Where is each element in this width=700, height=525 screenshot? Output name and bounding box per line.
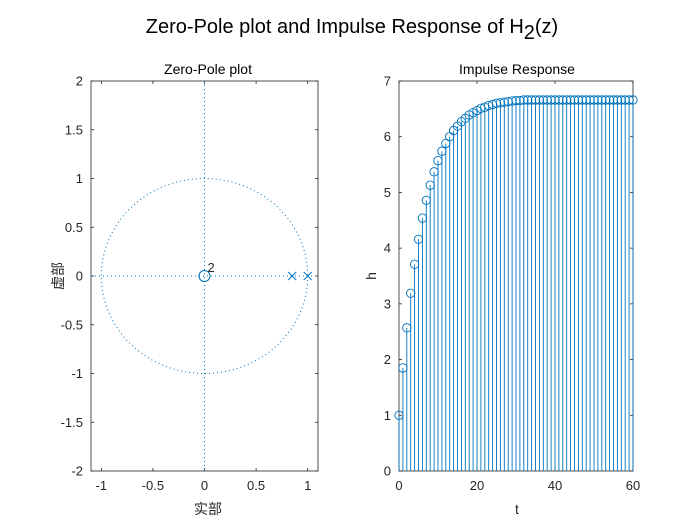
x-tick-label: -1 <box>96 478 108 493</box>
impulse-response-ylabel: h <box>363 272 379 280</box>
y-tick-label: -1.5 <box>61 415 83 430</box>
y-tick-label: -1 <box>71 366 83 381</box>
y-tick-label: 1 <box>76 171 83 186</box>
zero-multiplicity-label: 2 <box>208 260 215 275</box>
figure-title-subscript: 2 <box>524 22 535 44</box>
y-tick-label: 1 <box>384 408 391 423</box>
x-tick-label: 40 <box>548 478 562 493</box>
x-tick-label: 0.5 <box>247 478 265 493</box>
y-tick-label: 0.5 <box>65 220 83 235</box>
y-tick-label: -0.5 <box>61 317 83 332</box>
y-tick-label: 1.5 <box>65 122 83 137</box>
impulse-response-title: Impulse Response <box>459 61 575 77</box>
y-tick-label: -2 <box>71 464 83 479</box>
y-tick-label: 2 <box>76 74 83 89</box>
impulse-response-plot: Impulse Response 0 20 40 60 7 6 5 4 3 2 1 0 t h <box>363 61 640 517</box>
x-tick-label: 1 <box>304 478 311 493</box>
zero-pole-ylabel: 虚部 <box>50 262 66 290</box>
y-tick-label: 5 <box>384 185 391 200</box>
figure-title-main: Zero-Pole plot and Impulse Response of H <box>146 16 524 38</box>
y-tick-label: 7 <box>384 74 391 89</box>
pole-marker <box>303 271 313 281</box>
pole-stroke <box>303 271 313 281</box>
zero-marker <box>198 270 211 282</box>
zero-pole-xlabel: 实部 <box>194 501 222 517</box>
x-tick-label: 0 <box>201 478 208 493</box>
x-tick-label: 0 <box>395 478 402 493</box>
stem-marker <box>628 95 638 105</box>
y-tick-label: 0 <box>384 464 391 479</box>
pole-marker <box>287 271 297 281</box>
y-tick-label: 3 <box>384 296 391 311</box>
unit-circle <box>100 178 309 374</box>
y-tick-label: 0 <box>76 269 83 284</box>
y-tick-label: 6 <box>384 129 391 144</box>
figure-title-tail: (z) <box>535 16 558 38</box>
figure-title: Zero-Pole plot and Impulse Response of H… <box>146 16 558 44</box>
x-tick-label: -0.5 <box>142 478 164 493</box>
zero-pole-plot: Zero-Pole plot -1 -0.5 0 0.5 1 2 1.5 1 0.5 0 -0.5 -… <box>50 61 319 517</box>
y-tick-label: 4 <box>384 241 391 256</box>
impulse-response-xlabel: t <box>515 501 519 517</box>
x-tick-label: 60 <box>626 478 640 493</box>
pole-stroke <box>287 271 297 281</box>
zero-pole-title: Zero-Pole plot <box>164 61 252 77</box>
x-tick-label: 20 <box>470 478 484 493</box>
y-tick-label: 2 <box>384 352 391 367</box>
